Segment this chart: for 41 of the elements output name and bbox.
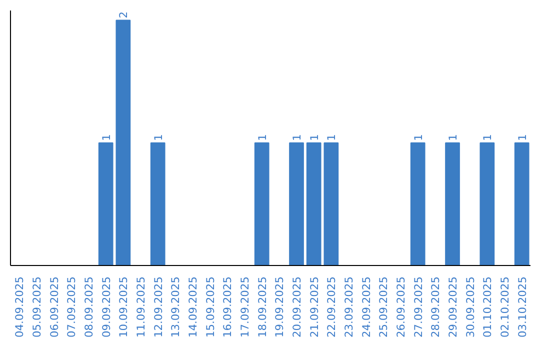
x-tick-label: 13.09.2025 bbox=[169, 276, 182, 338]
x-tick-label: 06.09.2025 bbox=[48, 276, 61, 338]
data-label: 1 bbox=[446, 134, 460, 141]
x-tick-label: 07.09.2025 bbox=[65, 276, 78, 338]
x-tick-label: 03.10.2025 bbox=[516, 276, 529, 338]
x-tick-label: 01.10.2025 bbox=[481, 276, 494, 338]
x-tick-label: 17.09.2025 bbox=[238, 276, 252, 338]
x-tick-label: 27.09.2025 bbox=[412, 276, 425, 338]
x-tick-label: 29.09.2025 bbox=[446, 276, 460, 338]
x-tick-label: 10.09.2025 bbox=[117, 276, 130, 338]
x-tick-label: 26.09.2025 bbox=[394, 276, 408, 338]
x-tick-label: 18.09.2025 bbox=[256, 276, 269, 338]
x-tick-label: 16.09.2025 bbox=[221, 276, 234, 338]
data-label: 1 bbox=[256, 134, 269, 141]
x-tick-label: 02.10.2025 bbox=[498, 276, 512, 338]
x-tick-label: 09.09.2025 bbox=[100, 276, 113, 338]
x-tick-label: 15.09.2025 bbox=[204, 276, 217, 338]
x-tick-label: 24.09.2025 bbox=[360, 276, 373, 338]
x-tick-label: 11.09.2025 bbox=[134, 276, 148, 338]
data-label: 1 bbox=[325, 134, 338, 141]
x-tick-label: 05.09.2025 bbox=[30, 276, 44, 338]
data-label: 1 bbox=[516, 134, 529, 141]
x-tick-label: 25.09.2025 bbox=[377, 276, 390, 338]
data-label: 2 bbox=[117, 12, 130, 18]
x-tick-label: 30.09.2025 bbox=[464, 276, 477, 338]
data-label: 1 bbox=[481, 134, 494, 141]
data-label: 1 bbox=[308, 134, 321, 141]
x-tick-label: 23.09.2025 bbox=[342, 276, 356, 338]
data-label: 1 bbox=[412, 134, 425, 141]
x-tick-label: 14.09.2025 bbox=[186, 276, 200, 338]
x-tick-label: 20.09.2025 bbox=[290, 276, 304, 338]
x-tick-label: 08.09.2025 bbox=[82, 276, 96, 338]
x-tick-label: 28.09.2025 bbox=[429, 276, 442, 338]
x-tick-label: 04.09.2025 bbox=[13, 276, 26, 338]
data-label: 1 bbox=[100, 134, 113, 141]
data-label: 1 bbox=[290, 134, 304, 141]
x-tick-label: 21.09.2025 bbox=[308, 276, 321, 338]
x-tick-label: 22.09.2025 bbox=[325, 276, 338, 338]
data-label: 1 bbox=[152, 134, 165, 141]
x-tick-label: 19.09.2025 bbox=[273, 276, 286, 338]
x-tick-label: 12.09.2025 bbox=[152, 276, 165, 338]
